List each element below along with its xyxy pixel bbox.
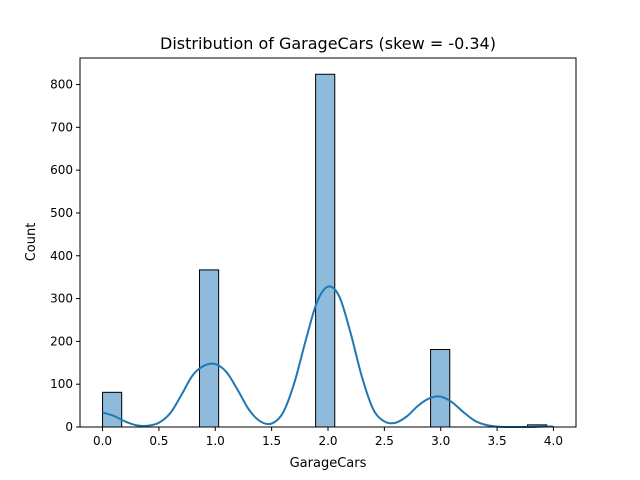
y-tick-label: 100 [50,377,73,391]
histogram-bar [198,269,220,428]
y-tick-label: 0 [65,420,73,434]
y-tick-label: 500 [50,206,73,220]
x-tick-label: 1.0 [206,434,225,448]
x-tick-label: 2.0 [318,434,337,448]
x-tick-label: 1.5 [262,434,281,448]
x-tick-label: 3.0 [431,434,450,448]
y-tick-label: 600 [50,163,73,177]
x-tick-label: 0.0 [93,434,112,448]
y-axis-ticks: 0 100 200 300 400 500 600 700 800 [50,78,80,434]
histogram-bar [102,391,123,428]
x-tick-label: 0.5 [149,434,168,448]
histogram-bar [430,349,451,428]
y-tick-label: 300 [50,292,73,306]
y-axis-label: Count [24,223,39,262]
x-axis-ticks: 0.0 0.5 1.0 1.5 2.0 2.5 3.0 3.5 4.0 [93,427,563,448]
y-tick-label: 400 [50,249,73,263]
x-tick-label: 2.5 [375,434,394,448]
histogram-bar [315,73,336,428]
chart-title: Distribution of GarageCars (skew = -0.34… [160,34,496,53]
x-tick-label: 3.5 [488,434,507,448]
y-tick-label: 700 [50,120,73,134]
y-tick-label: 800 [50,78,73,92]
y-tick-label: 200 [50,334,73,348]
x-axis-label: GarageCars [290,456,367,471]
x-tick-label: 4.0 [544,434,563,448]
kde-curve [102,285,554,429]
histogram-bars [102,73,548,428]
